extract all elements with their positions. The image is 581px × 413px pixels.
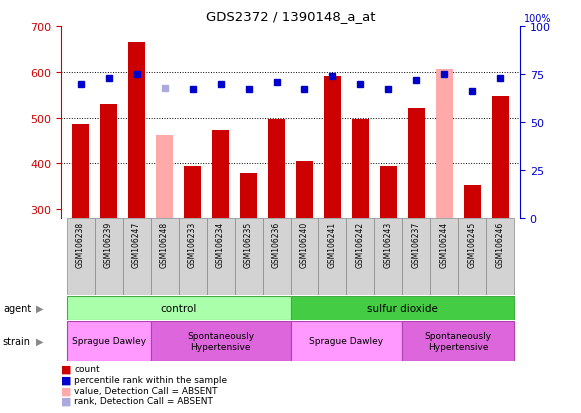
Text: GSM106245: GSM106245 [468,221,477,267]
Text: ■: ■ [61,385,71,395]
FancyBboxPatch shape [403,219,431,295]
Bar [352,120,369,219]
Text: ■: ■ [61,375,71,385]
FancyBboxPatch shape [95,219,123,295]
Text: percentile rank within the sample: percentile rank within the sample [74,375,228,384]
Bar [403,321,514,361]
Text: ■: ■ [61,396,71,406]
Text: ▶: ▶ [36,336,43,346]
Bar [408,109,425,219]
Bar [464,185,481,219]
FancyBboxPatch shape [318,219,346,295]
Text: value, Detection Call = ABSENT: value, Detection Call = ABSENT [74,386,218,395]
Text: agent: agent [3,303,31,313]
FancyBboxPatch shape [263,219,290,295]
FancyBboxPatch shape [458,219,486,295]
FancyBboxPatch shape [346,219,375,295]
Bar [436,69,453,219]
Text: ■: ■ [61,364,71,374]
Text: Spontaneously
Hypertensive: Spontaneously Hypertensive [187,332,254,351]
FancyBboxPatch shape [375,219,403,295]
FancyBboxPatch shape [235,219,263,295]
Text: rank, Detection Call = ABSENT: rank, Detection Call = ABSENT [74,396,213,406]
Bar [156,135,173,219]
FancyBboxPatch shape [206,219,235,295]
Text: GSM106237: GSM106237 [412,221,421,267]
Bar [268,120,285,219]
Bar [184,166,201,219]
Text: GSM106233: GSM106233 [188,221,197,267]
Text: 100%: 100% [524,14,552,24]
Bar [296,162,313,219]
Text: GSM106247: GSM106247 [132,221,141,267]
Bar [150,321,290,361]
Text: GSM106238: GSM106238 [76,221,85,267]
Text: Spontaneously
Hypertensive: Spontaneously Hypertensive [425,332,492,351]
Text: GSM106234: GSM106234 [216,221,225,267]
Bar [380,166,397,219]
Bar [72,124,89,219]
FancyBboxPatch shape [486,219,514,295]
FancyBboxPatch shape [431,219,458,295]
Bar [290,296,514,320]
Text: Sprague Dawley: Sprague Dawley [310,337,383,346]
Bar [128,43,145,219]
FancyBboxPatch shape [290,219,318,295]
Bar [100,104,117,219]
Bar [240,173,257,219]
Bar [212,131,229,219]
Bar [324,77,341,219]
Bar [290,321,403,361]
Text: count: count [74,364,100,373]
FancyBboxPatch shape [150,219,178,295]
Bar [67,321,150,361]
Text: GSM106240: GSM106240 [300,221,309,267]
Bar [492,97,509,219]
Text: GSM106239: GSM106239 [104,221,113,267]
Text: control: control [160,303,197,313]
Text: Sprague Dawley: Sprague Dawley [71,337,146,346]
Text: GSM106244: GSM106244 [440,221,449,267]
FancyBboxPatch shape [178,219,206,295]
Text: GSM106242: GSM106242 [356,221,365,267]
Text: GSM106235: GSM106235 [244,221,253,267]
Text: ▶: ▶ [36,303,43,313]
Text: GSM106236: GSM106236 [272,221,281,267]
FancyBboxPatch shape [123,219,150,295]
Text: strain: strain [3,336,31,346]
Text: sulfur dioxide: sulfur dioxide [367,303,438,313]
Text: GSM106246: GSM106246 [496,221,505,267]
Text: GSM106243: GSM106243 [384,221,393,267]
Text: GSM106241: GSM106241 [328,221,337,267]
Bar [67,296,290,320]
Text: GSM106248: GSM106248 [160,221,169,267]
FancyBboxPatch shape [67,219,95,295]
Text: GDS2372 / 1390148_a_at: GDS2372 / 1390148_a_at [206,10,375,23]
